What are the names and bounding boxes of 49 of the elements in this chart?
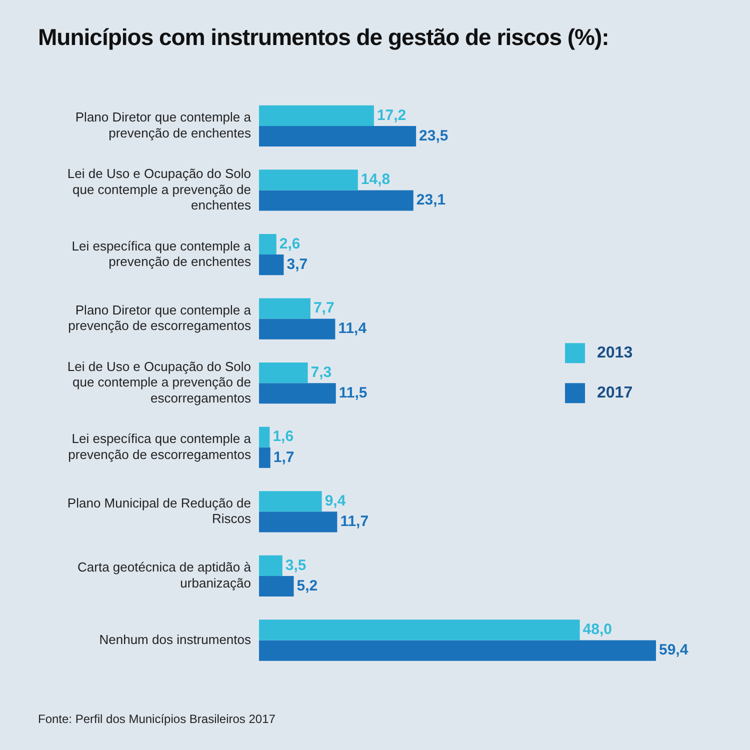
bar <box>259 234 276 255</box>
data-label: 48,0 <box>582 621 612 638</box>
bar <box>259 383 336 404</box>
bar <box>259 426 270 448</box>
data-label: 23,5 <box>419 127 448 144</box>
y-tick-label: Lei de Uso e Ocupação do Solo que contemple a prevenção de enchentes <box>67 166 252 212</box>
y-tick-label: Plano Municipal de Redução de Riscos <box>67 495 252 526</box>
data-label: 2,6 <box>279 235 300 252</box>
data-label: 59,4 <box>658 642 689 659</box>
legend-label: 2013 <box>597 344 633 362</box>
bar <box>259 362 308 384</box>
chart-title: Municípios com instrumentos de gestão de riscos (%): <box>38 24 609 51</box>
y-tick-label: Plano Diretor que contemple a prevenção de enchentes <box>75 110 252 140</box>
bar <box>259 298 310 319</box>
y-tick-label: Lei de Uso e Ocupação do Solo que contemple a prevenção de escorregamentos <box>67 359 252 406</box>
bar <box>259 105 374 126</box>
data-label: 7,7 <box>313 300 334 317</box>
bar <box>259 576 294 597</box>
data-label: 11,5 <box>338 384 368 402</box>
data-label: 23,1 <box>416 192 446 209</box>
data-label: 5,2 <box>296 577 318 594</box>
data-label: 11,7 <box>340 513 369 530</box>
data-label: 9,4 <box>324 492 346 510</box>
bar <box>259 447 270 468</box>
y-tick-label: Plano Diretor que contemple a prevenção de escorregamentos <box>68 302 252 334</box>
bar <box>259 555 282 576</box>
data-label: 1,6 <box>272 428 294 446</box>
source-note: Fonte: Perfil dos Municípios Brasileiros 2017 <box>38 712 276 726</box>
data-label: 17,2 <box>376 106 406 124</box>
bar <box>259 491 322 512</box>
y-tick-label: Carta geotécnica de aptidão à urbanização <box>78 560 252 590</box>
y-tick-label: Lei específica que contemple a prevenção de enchentes <box>72 238 252 269</box>
bar <box>259 640 656 661</box>
data-label: 7,3 <box>310 364 332 381</box>
data-label: 3,7 <box>286 256 308 273</box>
bar <box>259 126 416 147</box>
bar <box>259 254 284 276</box>
data-label: 3,5 <box>285 556 306 574</box>
data-label: 14,8 <box>360 171 390 188</box>
bar <box>259 190 414 211</box>
bar <box>259 512 338 532</box>
bar <box>259 620 580 640</box>
bar <box>259 318 336 340</box>
y-tick-label: Lei específica que contemple a prevenção de escorregamentos <box>68 431 252 462</box>
data-label: 1,7 <box>273 448 294 466</box>
data-label: 11,4 <box>338 320 368 338</box>
y-tick-label: Nenhum dos instrumentos <box>99 632 252 647</box>
bar <box>259 170 358 190</box>
legend-label: 2017 <box>597 384 633 402</box>
